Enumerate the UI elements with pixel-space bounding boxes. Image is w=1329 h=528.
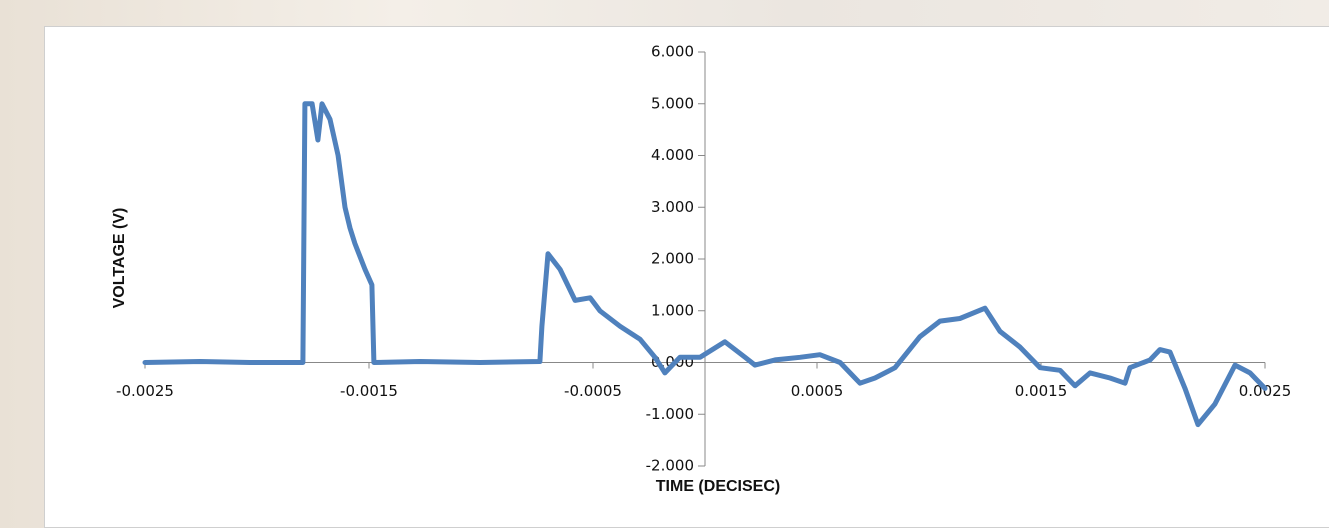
y-tick-label: 6.000 [651,43,694,61]
y-tick-label: -1.000 [646,405,694,423]
x-tick-label: 0.0015 [1015,382,1068,400]
x-axis-title: TIME (DECISEC) [656,478,780,495]
y-axis-title: VOLTAGE (V) [111,208,128,309]
y-tick-label: 2.000 [651,250,694,268]
x-tick-label: 0.0025 [1239,382,1292,400]
y-tick-label: -2.000 [646,457,694,475]
y-tick-label: 1.000 [651,301,694,319]
x-tick-label: -0.0025 [116,382,174,400]
x-tick-label: -0.0015 [340,382,398,400]
y-tick-label: 3.000 [651,198,694,216]
x-tick-label: -0.0005 [564,382,622,400]
data-line [142,101,1268,428]
x-tick-label: 0.0005 [791,382,844,400]
y-tick-label: 5.000 [651,94,694,112]
y-tick-label: 4.000 [651,146,694,164]
chart-frame [44,26,1329,528]
